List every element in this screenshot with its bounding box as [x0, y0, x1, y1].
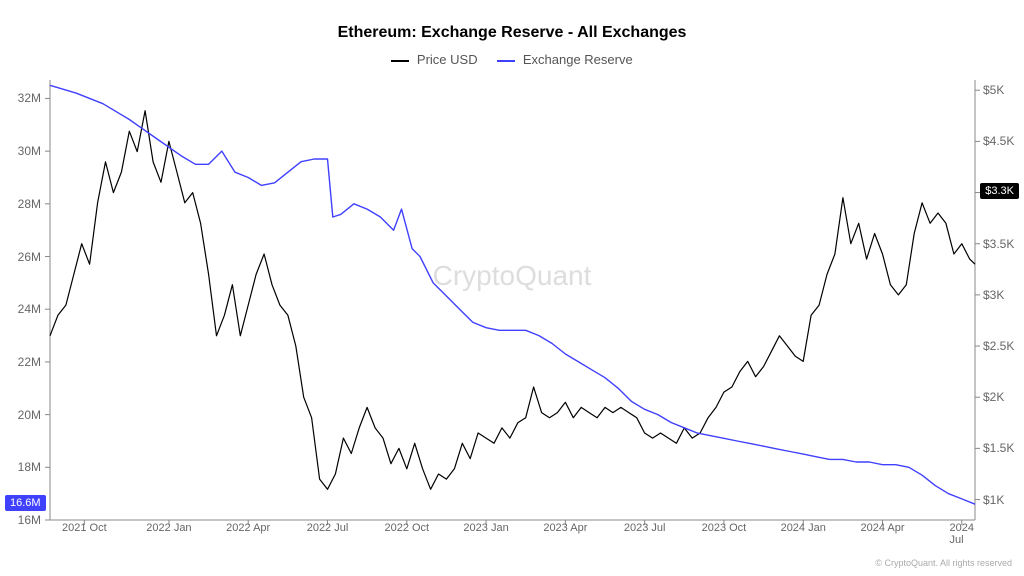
- copyright: © CryptoQuant. All rights reserved: [875, 558, 1012, 568]
- x-tick: 2023 Apr: [543, 522, 587, 534]
- x-tick: 2024 Jan: [781, 522, 826, 534]
- legend-line-reserve: [497, 60, 515, 62]
- x-axis: 2021 Oct 2022 Jan 2022 Apr 2022 Jul 2022 Oct…: [50, 522, 975, 542]
- legend-item-reserve: Exchange Reserve: [497, 52, 632, 67]
- x-tick: 2022 Apr: [226, 522, 270, 534]
- y-left-tick: 16M: [18, 513, 41, 527]
- y-left-tick: 24M: [18, 302, 41, 316]
- y-axis-left: 16M18M20M22M24M26M28M30M32M: [0, 80, 45, 520]
- y-left-tick: 22M: [18, 355, 41, 369]
- legend-label-price: Price USD: [417, 52, 478, 67]
- y-right-tick: $2.5K: [983, 339, 1014, 353]
- x-tick: 2023 Jul: [624, 522, 666, 534]
- chart-title: Ethereum: Exchange Reserve - All Exchang…: [0, 24, 1024, 42]
- x-tick: 2023 Jan: [463, 522, 508, 534]
- y-left-tick: 20M: [18, 408, 41, 422]
- plot-svg: [50, 80, 975, 520]
- x-tick: 2022 Jul: [307, 522, 349, 534]
- y-left-tick: 32M: [18, 91, 41, 105]
- legend-item-price: Price USD: [391, 52, 477, 67]
- x-tick: 2024 Jul: [950, 522, 974, 546]
- y-left-tick: 18M: [18, 460, 41, 474]
- y-right-tick: $3K: [983, 288, 1004, 302]
- y-left-tick: 30M: [18, 144, 41, 158]
- plot-area: [50, 80, 975, 520]
- y-right-tick: $1K: [983, 493, 1004, 507]
- legend-label-reserve: Exchange Reserve: [523, 52, 633, 67]
- y-right-tick: $3.5K: [983, 237, 1014, 251]
- x-tick: 2023 Oct: [702, 522, 747, 534]
- legend-line-price: [391, 60, 409, 62]
- y-left-tick: 26M: [18, 250, 41, 264]
- x-tick: 2024 Apr: [860, 522, 904, 534]
- x-tick: 2022 Oct: [384, 522, 429, 534]
- chart-container: Ethereum: Exchange Reserve - All Exchang…: [0, 0, 1024, 576]
- x-tick: 2021 Oct: [62, 522, 107, 534]
- y-left-tick: 28M: [18, 197, 41, 211]
- x-tick: 2022 Jan: [146, 522, 191, 534]
- y-right-tick: $2K: [983, 390, 1004, 404]
- legend: Price USD Exchange Reserve: [0, 52, 1024, 67]
- reserve-value-badge: 16.6M: [5, 495, 46, 511]
- y-axis-right: $1K$1.5K$2K$2.5K$3K$3.5K$4K$4.5K$5K: [979, 80, 1024, 520]
- y-right-tick: $5K: [983, 83, 1004, 97]
- price-value-badge: $3.3K: [980, 183, 1019, 199]
- y-right-tick: $1.5K: [983, 441, 1014, 455]
- y-right-tick: $4.5K: [983, 134, 1014, 148]
